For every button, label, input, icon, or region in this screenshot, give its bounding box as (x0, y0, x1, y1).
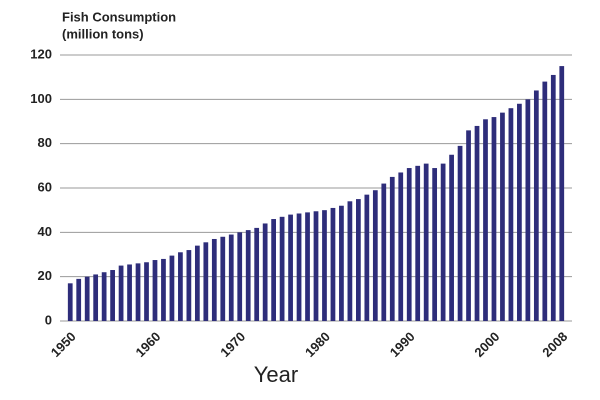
bar (67, 283, 73, 321)
bar (525, 99, 531, 321)
bar (237, 232, 243, 321)
x-tick-label: 1950 (48, 329, 79, 360)
bar (84, 276, 90, 321)
bar (330, 207, 336, 321)
bar (254, 227, 260, 321)
bar (491, 117, 497, 321)
bar (372, 190, 378, 321)
bar (127, 264, 132, 321)
bar (76, 278, 82, 321)
x-tick-label: 1960 (132, 329, 163, 360)
bar (279, 216, 285, 321)
chart-title: Fish Consumption (62, 9, 176, 24)
x-tick-label: 2000 (471, 329, 502, 360)
y-tick-label: 20 (38, 268, 52, 283)
bar (398, 172, 404, 321)
bar (313, 211, 319, 321)
bar (415, 165, 421, 321)
bar (432, 168, 438, 321)
bar (262, 223, 268, 321)
bar (118, 265, 124, 321)
y-tick-label: 60 (38, 179, 52, 194)
bar (364, 194, 370, 321)
bar (381, 183, 387, 321)
bar (517, 103, 522, 322)
bar (152, 260, 158, 321)
bar (110, 270, 115, 321)
bar (296, 213, 302, 321)
bar (347, 201, 353, 321)
bar (449, 154, 454, 321)
bar (288, 214, 293, 321)
x-tick-label: 1990 (387, 329, 418, 360)
y-tick-label: 40 (38, 224, 52, 239)
bar (406, 168, 412, 321)
bar (169, 255, 175, 321)
bar (356, 199, 361, 321)
bar (161, 258, 166, 321)
bar (144, 262, 149, 321)
bar (483, 119, 488, 322)
bar (466, 130, 471, 321)
bar (533, 90, 539, 321)
bar (186, 250, 192, 321)
x-tick-label: 1980 (302, 329, 333, 360)
bar (474, 125, 480, 321)
bar (550, 74, 556, 321)
y-tick-label: 100 (30, 91, 52, 106)
y-tick-label: 80 (38, 135, 52, 150)
bar (440, 163, 446, 321)
bar (500, 112, 505, 321)
x-tick-label: 1970 (217, 329, 248, 360)
bar (178, 252, 183, 321)
bar (423, 163, 429, 321)
y-tick-label: 0 (45, 312, 52, 327)
bar (93, 274, 99, 321)
bar (457, 145, 463, 321)
bar (245, 230, 251, 321)
bar (322, 210, 327, 321)
x-axis-label: Year (254, 362, 298, 387)
bar (203, 242, 209, 321)
bar (220, 236, 226, 321)
bar (101, 272, 107, 321)
bar (389, 176, 395, 321)
chart-subtitle: (million tons) (62, 26, 144, 41)
bar (194, 245, 200, 321)
bar (559, 66, 565, 321)
bar (135, 263, 141, 321)
bar (339, 205, 344, 321)
bar (271, 219, 276, 321)
bar (228, 234, 234, 321)
bar (305, 212, 310, 321)
bar (211, 238, 217, 321)
x-tick-label: 2008 (539, 329, 570, 360)
y-tick-label: 120 (30, 46, 52, 61)
bar (542, 81, 548, 321)
bar (508, 108, 514, 321)
